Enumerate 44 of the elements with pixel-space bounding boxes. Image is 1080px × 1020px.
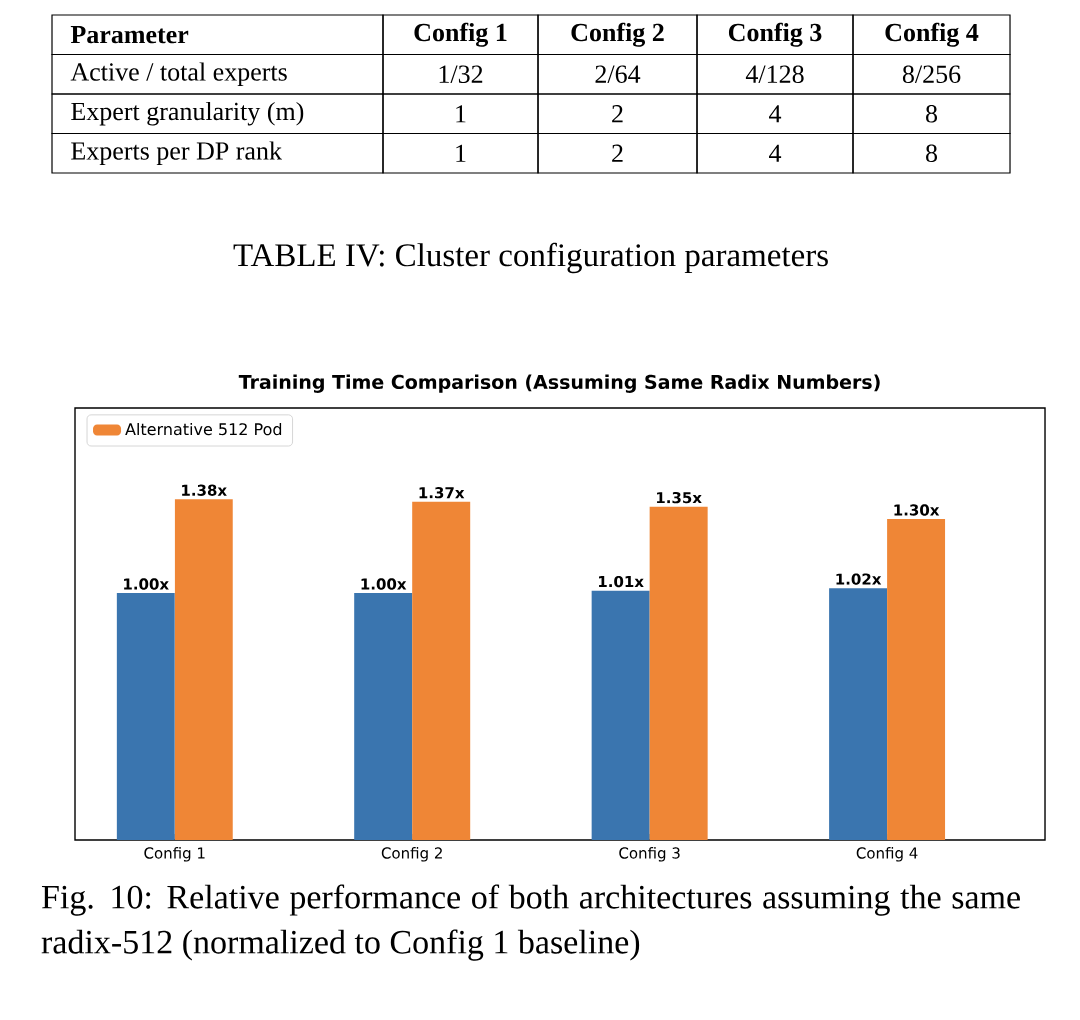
text: 1 [456, 105, 466, 123]
x-tick-label: Config 3 [619, 847, 680, 862]
text: Parameter [70, 26, 189, 44]
x-tick-label: Config 2 [381, 847, 442, 862]
x-tick-label: Config 4 [856, 847, 918, 862]
caption: Fig. 10: Relative performance of both architectures assuming the same radix-512 (normalized to Config 1 baseline) [41, 884, 1020, 961]
data-label: 1.01x [599, 575, 644, 588]
bar [649, 506, 708, 840]
text: TABLE IV: Cluster configuration parameters [233, 242, 828, 274]
bar [174, 499, 233, 840]
bar [829, 588, 888, 840]
text: 4/128 [745, 65, 804, 83]
x-tick-label: Config 1 [144, 847, 205, 862]
text: Expert granularity (m) [71, 101, 304, 126]
data-label: 1.30x [894, 504, 940, 516]
text: 2 [612, 105, 623, 123]
text: 4 [769, 105, 782, 123]
bar [354, 593, 413, 840]
text: 8 [926, 144, 938, 162]
text: Config 3 [728, 22, 822, 47]
text: 4 [769, 144, 782, 162]
text: Config 2 [571, 22, 664, 47]
bar [887, 519, 946, 840]
text: Config 1 [414, 22, 507, 47]
data-label: 1.38x [182, 484, 227, 496]
data-label: 1.35x [657, 491, 702, 504]
text: Config 4 [885, 22, 979, 47]
bar [412, 501, 471, 840]
data-label: 1.00x [361, 578, 407, 590]
text: 1/32 [439, 65, 483, 83]
chart-title: Training Time Comparison (Assuming Same Radix Numbers) [238, 374, 880, 393]
text: 1 [456, 144, 466, 162]
bar [116, 593, 175, 840]
text: 2/64 [595, 65, 641, 83]
text: 2 [612, 144, 623, 162]
data-label: 1.37x [419, 487, 465, 499]
text: 8 [926, 104, 938, 123]
data-label: 1.02x [836, 573, 882, 585]
bar [591, 590, 650, 840]
text: Active / total experts [70, 62, 287, 86]
data-label: 1.00x [124, 578, 169, 590]
legend-label: Alternative 512 Pod [125, 422, 282, 436]
text: 8/256 [902, 65, 961, 83]
text: Experts per DP rank [71, 141, 282, 165]
